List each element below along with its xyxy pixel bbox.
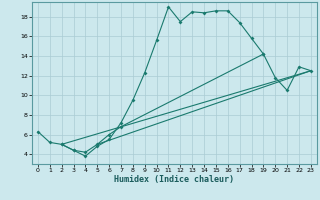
X-axis label: Humidex (Indice chaleur): Humidex (Indice chaleur): [115, 175, 234, 184]
